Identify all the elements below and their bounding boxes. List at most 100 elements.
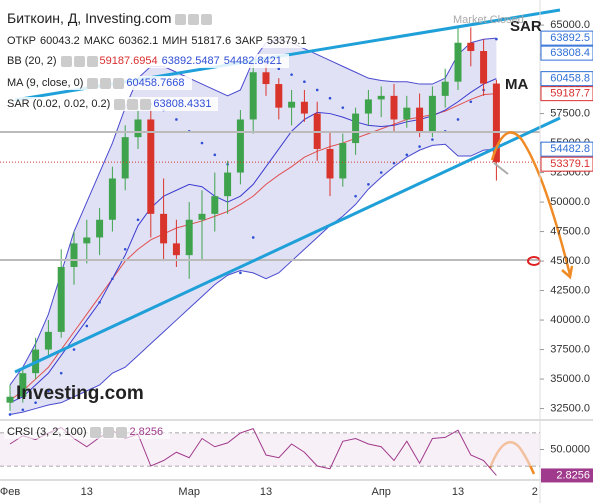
candle-body: [428, 95, 436, 132]
icon[interactable]: [113, 77, 125, 89]
sar-dot: [59, 371, 63, 375]
icon[interactable]: [100, 77, 112, 89]
candle-body: [44, 331, 52, 350]
icon[interactable]: [114, 98, 126, 110]
candle-body: [198, 213, 206, 220]
indicator-value: 63808.4331: [153, 98, 212, 110]
price-tag-label: 63808.4: [550, 47, 590, 59]
candle-body: [249, 72, 257, 120]
icon[interactable]: [127, 98, 139, 110]
sar-dot: [175, 118, 178, 121]
y-tick-label: 47500.0: [550, 225, 590, 237]
candle-body: [147, 119, 155, 214]
price-tag: [540, 141, 593, 157]
candle-body: [352, 113, 360, 144]
rsi-tag: [541, 468, 593, 483]
candle-body: [236, 119, 244, 173]
candle-body: [134, 119, 142, 138]
indicator-value: 54482.8421: [223, 55, 282, 67]
icon[interactable]: [60, 55, 72, 67]
icon[interactable]: [86, 55, 98, 67]
sar-dot: [111, 277, 114, 281]
sar-dot: [251, 236, 255, 239]
y-tick-label: 45000.0: [550, 255, 590, 267]
candle-body: [83, 237, 91, 244]
icon[interactable]: [116, 426, 128, 438]
sar-dot: [98, 301, 101, 304]
ohlc-value: 51817.6: [191, 35, 232, 47]
x-tick-label: Апр: [371, 486, 390, 498]
y-tick-label: 32500.0: [550, 402, 590, 414]
ohlc-label: ЗАКР: [235, 35, 263, 47]
ma-line: [9, 78, 497, 404]
rsi-tag-label: 2.8256: [556, 469, 590, 481]
x-tick-label: 13: [452, 486, 464, 498]
sar-dot: [367, 183, 370, 186]
candle-body: [480, 51, 488, 84]
y-tick-label: 65000.0: [550, 19, 590, 31]
icon[interactable]: [87, 77, 99, 89]
sar-dot: [354, 194, 357, 198]
sar-dot: [47, 389, 50, 393]
sar-dot: [277, 67, 281, 71]
y-tick-label: 50.0000: [550, 443, 590, 455]
candle-body: [185, 219, 193, 256]
projection-line: [493, 162, 509, 175]
sar-dot: [379, 171, 383, 174]
sar-dot: [341, 106, 345, 109]
indicator-row: MA (9, close, 0) 60458.7668: [4, 76, 192, 90]
y-tick-label: 40000.0: [550, 314, 590, 326]
indicator-name: BB (20, 2): [7, 55, 57, 67]
sar-dot: [418, 145, 421, 148]
indicator-value: 63892.5487: [161, 55, 220, 67]
sar-dot: [34, 401, 37, 404]
candle-body: [6, 396, 14, 403]
sar-dot: [315, 88, 319, 92]
x-tick-label: Мар: [178, 486, 200, 498]
price-tag: [540, 156, 593, 172]
annotation: SAR: [510, 18, 542, 35]
price-tag-label: 59187.7: [550, 88, 590, 100]
ohlc-value: 60362.1: [118, 35, 159, 47]
icon[interactable]: [103, 426, 115, 438]
sar-dot: [8, 413, 12, 416]
price-tag-label: 63892.5: [550, 32, 590, 44]
icon[interactable]: [73, 55, 85, 67]
candle-body: [492, 83, 500, 163]
sar-dot: [303, 80, 306, 83]
sar-dot: [200, 141, 204, 145]
price-tag: [540, 71, 593, 87]
y-tick-label: 37500.0: [550, 343, 590, 355]
candle-body: [172, 243, 180, 256]
price-tag: [540, 30, 593, 46]
price-tag-label: 53379.1: [550, 158, 590, 170]
candle-body: [121, 137, 129, 179]
indicator-name: SAR (0.02, 0.02, 0.2): [7, 98, 111, 110]
rsi-name: CRSI (3, 2, 100): [7, 426, 87, 438]
market-status: Market Closed: [453, 14, 524, 26]
forecast-arrow: [490, 131, 572, 276]
indicator-row: BB (20, 2) 59187.6954 63892.5487 54482.8421: [4, 54, 289, 68]
icon[interactable]: [90, 426, 102, 438]
rsi-values-line: [9, 426, 497, 476]
y-tick-label: 35000.0: [550, 373, 590, 385]
y-tick-label: 50000.0: [550, 196, 590, 208]
sar-dot: [431, 138, 434, 141]
sar-dot: [123, 247, 127, 251]
price-tag: [540, 86, 593, 102]
sar-dot: [72, 348, 76, 351]
icon[interactable]: [140, 98, 152, 110]
candle-body: [364, 99, 372, 114]
trend-line: [14, 116, 561, 374]
candle-body: [467, 42, 475, 52]
candle-body: [160, 213, 168, 244]
ohlc-legend: ОТКР 60043.2 МАКС 60362.1 МИН 51817.6 ЗАКР 5337…: [4, 34, 314, 48]
price-tag-label: 54482.8: [550, 143, 590, 155]
indicator-value: 59187.6954: [99, 55, 158, 67]
bb-mid-line: [9, 93, 497, 401]
candle-body: [70, 243, 78, 267]
price-tag-label: 60458.8: [550, 73, 590, 85]
indicator-name: MA (9, close, 0): [7, 77, 84, 89]
sar-dot: [213, 153, 217, 157]
